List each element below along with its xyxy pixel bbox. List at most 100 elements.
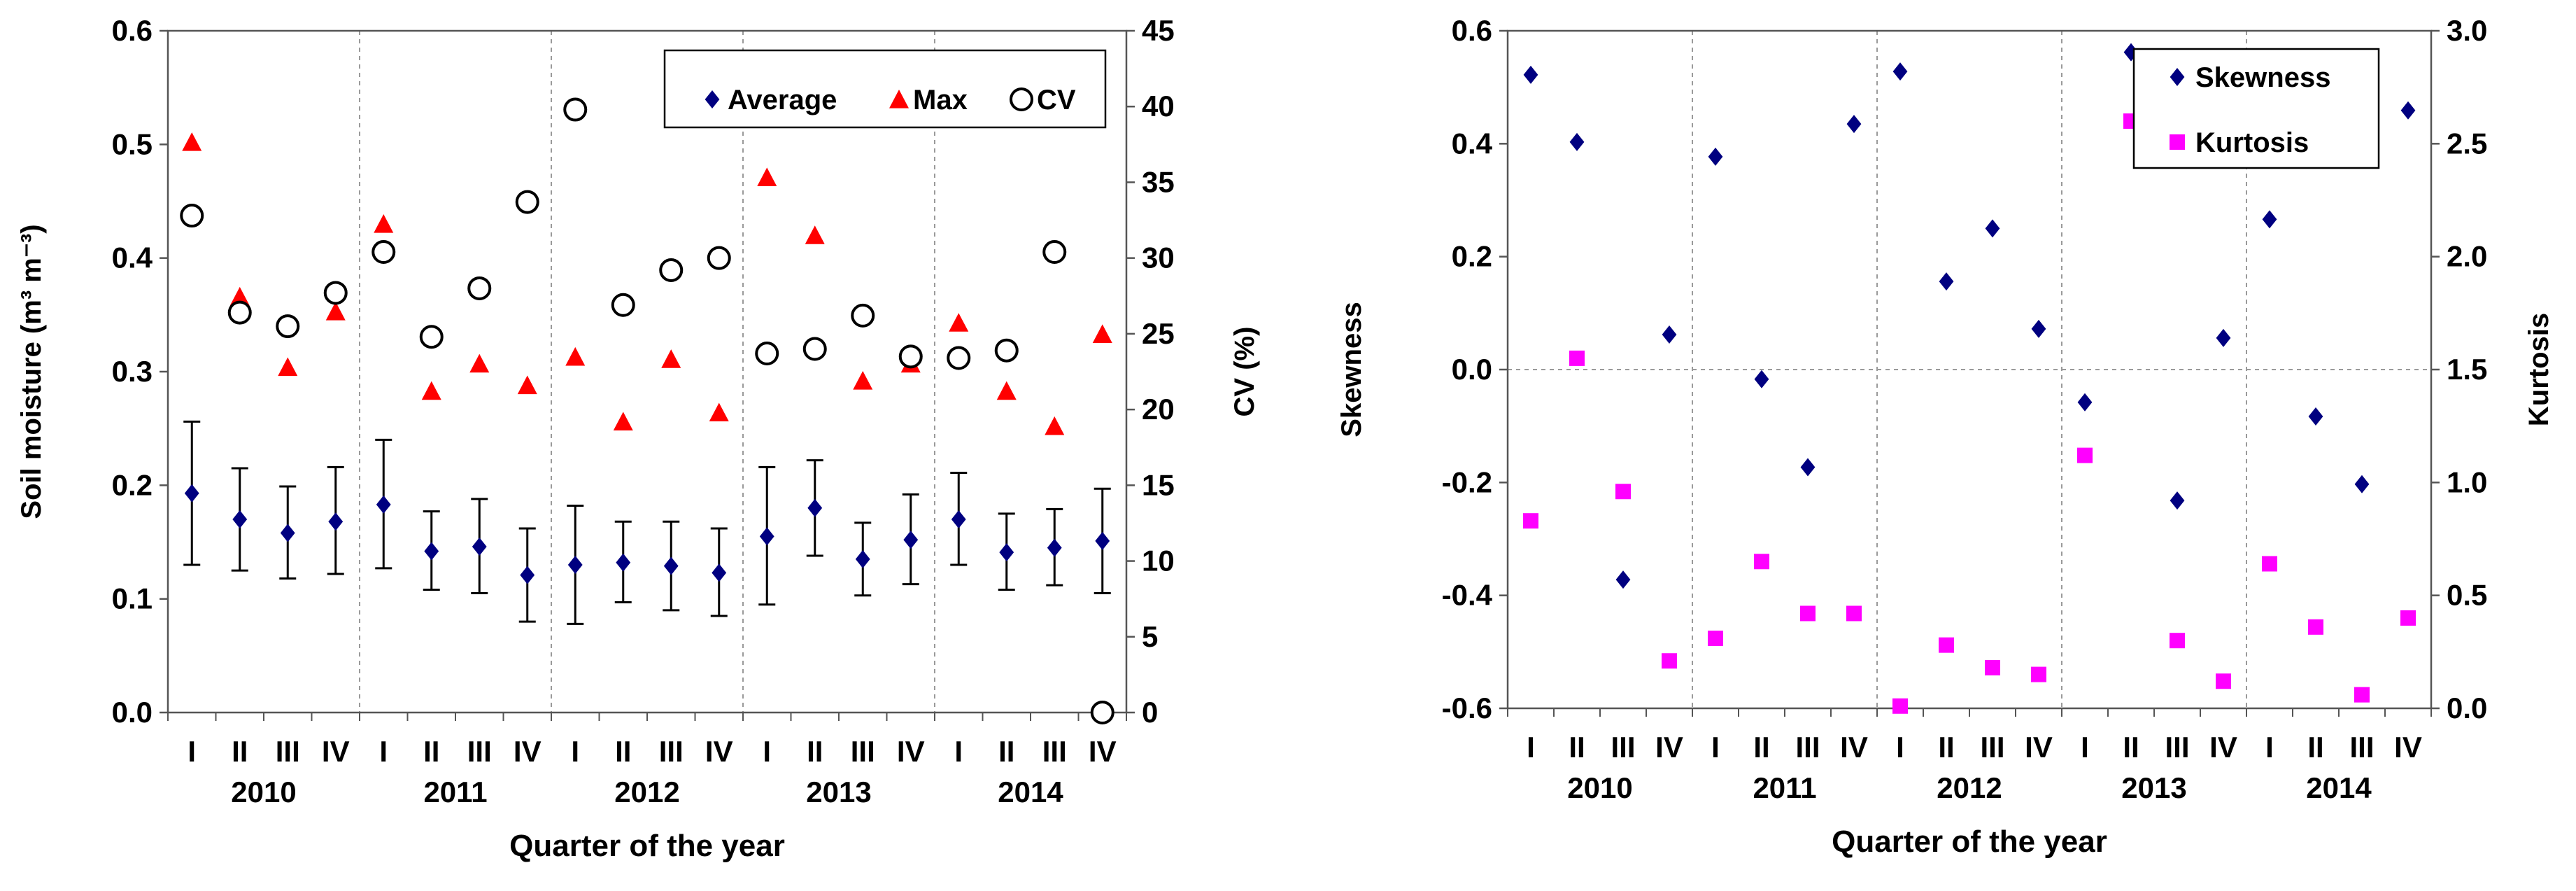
x-tick-label: IV xyxy=(1655,731,1683,764)
max-point xyxy=(1092,324,1112,344)
average-point xyxy=(424,542,439,561)
y2-tick-label: 2.5 xyxy=(2447,127,2487,160)
average-point xyxy=(1095,531,1110,550)
x-axis-title: Quarter of the year xyxy=(509,829,785,863)
cv-point xyxy=(323,281,348,305)
max-point xyxy=(565,346,586,366)
year-label: 2014 xyxy=(998,776,1063,808)
y-axis-title: Skewness xyxy=(1336,302,1367,437)
x-tick-label: II xyxy=(998,735,1014,768)
kurtosis-point xyxy=(2170,633,2185,649)
max-point xyxy=(853,370,873,390)
x-tick-label: III xyxy=(1611,731,1635,764)
average-point xyxy=(712,563,727,582)
average-point xyxy=(376,495,391,514)
y-tick-label: -0.2 xyxy=(1442,465,1492,498)
cv-point xyxy=(371,240,396,265)
y2-tick-label: 2.0 xyxy=(2447,240,2487,273)
kurtosis-point xyxy=(2077,447,2093,463)
max-point xyxy=(469,353,490,373)
cv-point xyxy=(180,204,204,228)
y2-tick-label: 5 xyxy=(1142,620,1158,653)
max-point xyxy=(278,357,298,377)
kurtosis-point xyxy=(1523,513,1538,529)
average-point xyxy=(184,484,199,503)
x-tick-label: IV xyxy=(2025,731,2053,764)
x-tick-label: III xyxy=(1795,731,1820,764)
skewness-point xyxy=(1523,65,1538,84)
plot-frame xyxy=(167,29,1128,714)
y-tick-label: -0.6 xyxy=(1442,692,1492,724)
skewness-point xyxy=(1662,325,1677,344)
y2-tick-label: 1.0 xyxy=(2447,465,2487,498)
cv-point xyxy=(419,325,444,349)
average-point xyxy=(663,556,679,575)
max-point xyxy=(229,286,250,306)
year-label: 2010 xyxy=(1567,771,1632,804)
cv-point xyxy=(276,314,300,339)
kurtosis-point xyxy=(1892,698,1908,714)
kurtosis-point xyxy=(2354,687,2370,703)
y2-tick-label: 45 xyxy=(1142,14,1175,47)
kurtosis-point xyxy=(1708,630,1723,646)
x-tick-label: II xyxy=(232,735,248,768)
x-tick-label: IV xyxy=(514,735,542,768)
skewness-point xyxy=(2400,101,2416,120)
year-label: 2010 xyxy=(231,776,296,808)
x-tick-label: II xyxy=(1938,731,1954,764)
cv-point xyxy=(898,344,923,369)
cv-point xyxy=(707,246,731,270)
y-tick-label: 0.3 xyxy=(112,355,153,388)
max-point xyxy=(709,402,729,422)
x-tick-label: I xyxy=(1896,731,1904,764)
y2-tick-label: 35 xyxy=(1142,165,1175,198)
x-tick-label: IV xyxy=(1840,731,1868,764)
average-point xyxy=(855,549,870,568)
y2-tick-label: 40 xyxy=(1142,90,1175,122)
x-tick-label: II xyxy=(423,735,439,768)
cv-point xyxy=(659,258,684,282)
kurtosis-point xyxy=(1985,659,2000,675)
max-point xyxy=(374,213,394,233)
x-tick-label: IV xyxy=(897,735,925,768)
y2-tick-label: 20 xyxy=(1142,393,1175,426)
x-tick-label: I xyxy=(2081,731,2089,764)
cv-point xyxy=(563,97,588,122)
y-tick-label: 0.6 xyxy=(112,14,153,47)
legend-marker-kurtosis xyxy=(2170,134,2185,150)
y-tick-label: 0.0 xyxy=(1452,353,1492,386)
x-tick-label: II xyxy=(1753,731,1769,764)
average-point xyxy=(232,510,248,529)
kurtosis-point xyxy=(2262,556,2277,572)
average-point xyxy=(520,566,535,584)
skewness-point xyxy=(1708,147,1723,166)
skewness-point xyxy=(1754,370,1769,388)
kurtosis-point xyxy=(1800,605,1816,622)
y-tick-label: 0.2 xyxy=(1452,240,1492,273)
x-tick-label: IV xyxy=(2394,731,2422,764)
cv-point xyxy=(611,293,635,317)
kurtosis-point xyxy=(2216,673,2231,689)
year-label: 2011 xyxy=(1753,771,1816,804)
max-point xyxy=(517,375,537,395)
max-point xyxy=(996,381,1017,400)
legend-label: Kurtosis xyxy=(2195,127,2309,158)
skewness-point xyxy=(1800,458,1816,477)
y-tick-label: 0.0 xyxy=(112,696,153,729)
max-point xyxy=(182,132,202,151)
skewness-point xyxy=(1846,115,1862,134)
soil-moisture-chart: 0.0 0.1 0.2 0.3 0.4 0.5 0.6 0 5 10 15 20 25 30 35 40 45 I… xyxy=(16,14,1260,863)
average-point xyxy=(616,553,631,572)
legend-label: Max xyxy=(913,85,968,115)
x-tick-label: IV xyxy=(1089,735,1117,768)
x-tick-label: III xyxy=(659,735,684,768)
max-point xyxy=(325,301,346,321)
average-point xyxy=(999,543,1014,562)
x-axis-title: Quarter of the year xyxy=(1832,825,2107,859)
skewness-point xyxy=(1985,219,2000,238)
skewness-point xyxy=(1615,570,1631,589)
kurtosis-point xyxy=(2400,610,2416,626)
skewness-point xyxy=(1892,62,1908,81)
legend-marker-max xyxy=(889,90,909,108)
y-tick-label: 0.1 xyxy=(112,582,153,615)
